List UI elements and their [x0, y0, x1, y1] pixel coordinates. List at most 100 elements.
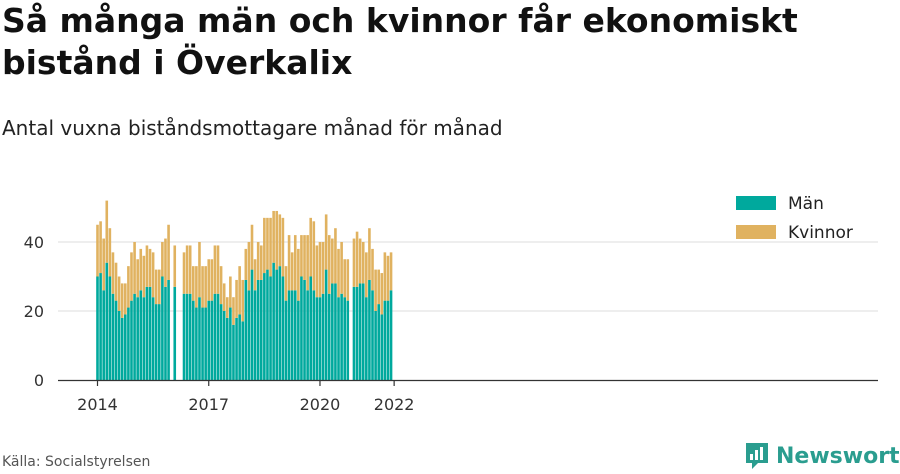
bar-women — [111, 252, 115, 294]
bar-women — [148, 248, 152, 287]
bar-women — [371, 248, 374, 291]
bar-women — [114, 262, 118, 301]
source-note: Källa: Socialstyrelsen — [2, 454, 151, 470]
bar-men — [327, 293, 331, 380]
bar-men — [120, 317, 124, 380]
bar-men — [256, 279, 260, 380]
legend-label: Kvinnor — [788, 223, 853, 243]
bar-men — [148, 286, 152, 380]
bar-men — [244, 279, 248, 380]
bar-men — [127, 307, 130, 380]
bar-women — [198, 242, 201, 298]
bar-men — [229, 307, 232, 380]
bar-men — [161, 276, 164, 380]
bar-women — [253, 259, 257, 291]
bar-women — [139, 248, 143, 291]
y-tick-label: 20 — [24, 302, 44, 321]
x-tick-label: 2020 — [300, 395, 341, 414]
bar-women — [272, 210, 275, 263]
bar-women — [204, 266, 207, 308]
bar-women — [331, 238, 334, 284]
bar-men — [235, 317, 238, 380]
bar-men — [331, 283, 334, 380]
bar-women — [164, 238, 167, 287]
bar-men — [108, 276, 112, 380]
bar-women — [266, 217, 269, 270]
bar-women — [222, 283, 226, 311]
bar-men — [204, 307, 207, 380]
bar-women — [127, 266, 130, 308]
bar-women — [340, 242, 343, 294]
bar-women — [358, 238, 362, 284]
bar-men — [312, 290, 316, 380]
bar-women — [269, 217, 272, 277]
bar-men — [297, 300, 300, 380]
bar-women — [380, 273, 384, 315]
bar-men — [250, 269, 254, 380]
bar-men — [151, 297, 155, 380]
bar-men — [263, 273, 266, 380]
bar-women — [377, 269, 380, 305]
chart-title: Så många män och kvinnor får ekonomiskt … — [2, 1, 798, 82]
bar-men — [117, 311, 121, 380]
legend-swatch — [736, 225, 776, 239]
bar-women — [312, 221, 316, 291]
bar-women — [346, 259, 350, 301]
bar-women — [201, 266, 204, 308]
bar-women — [210, 259, 214, 301]
legend-label: Män — [788, 194, 824, 214]
bar-women — [229, 276, 232, 308]
bar-men — [377, 304, 380, 380]
bar-women — [352, 238, 356, 287]
bar-men — [337, 297, 340, 380]
brand-logo: Newsworthy — [744, 439, 900, 473]
bar-men — [300, 276, 303, 380]
bar-women — [238, 266, 241, 315]
bar-women — [306, 235, 309, 291]
bar-women — [117, 276, 121, 311]
legend-swatch — [736, 196, 776, 210]
bar-women — [105, 200, 109, 263]
bar-women — [219, 266, 223, 305]
bar-women — [99, 221, 102, 274]
bar-men — [290, 290, 294, 380]
bar-men — [191, 300, 195, 380]
bar-women — [96, 224, 99, 277]
bar-women — [293, 235, 297, 291]
bar-women — [275, 210, 279, 270]
bar-men — [259, 279, 263, 380]
bar-men — [293, 290, 297, 380]
bar-women — [102, 238, 105, 291]
stacked-bar-chart: 0 20 40 2014 2017 2020 2022 Män Kvinnor — [24, 194, 878, 414]
bar-men — [185, 293, 189, 380]
bar-women — [337, 248, 340, 298]
bar-women — [244, 248, 248, 280]
bar-men — [164, 286, 167, 380]
bar-women — [361, 242, 365, 284]
bar-men — [321, 293, 325, 380]
bar-women — [154, 269, 158, 305]
bar-women — [207, 259, 211, 301]
bar-men — [232, 324, 235, 380]
bar-women — [195, 266, 198, 308]
bar-women — [281, 217, 285, 277]
bar-men — [136, 297, 139, 380]
bar-women — [250, 224, 254, 270]
bar-men — [315, 297, 319, 380]
bar-men — [158, 304, 161, 380]
bar-women — [355, 231, 359, 287]
bar-men — [173, 286, 177, 380]
bar-women — [386, 255, 390, 301]
bar-women — [309, 217, 313, 277]
y-tick-label: 40 — [24, 233, 44, 252]
bar-men — [303, 279, 306, 380]
bar-men — [383, 300, 387, 380]
bar-men — [355, 286, 359, 380]
bar-women — [167, 224, 170, 280]
bar-men — [241, 321, 245, 380]
bar-women — [368, 228, 371, 280]
bar-men — [361, 283, 365, 380]
bar-women — [173, 245, 177, 287]
bar-women — [232, 297, 235, 325]
bar-men — [318, 297, 322, 380]
